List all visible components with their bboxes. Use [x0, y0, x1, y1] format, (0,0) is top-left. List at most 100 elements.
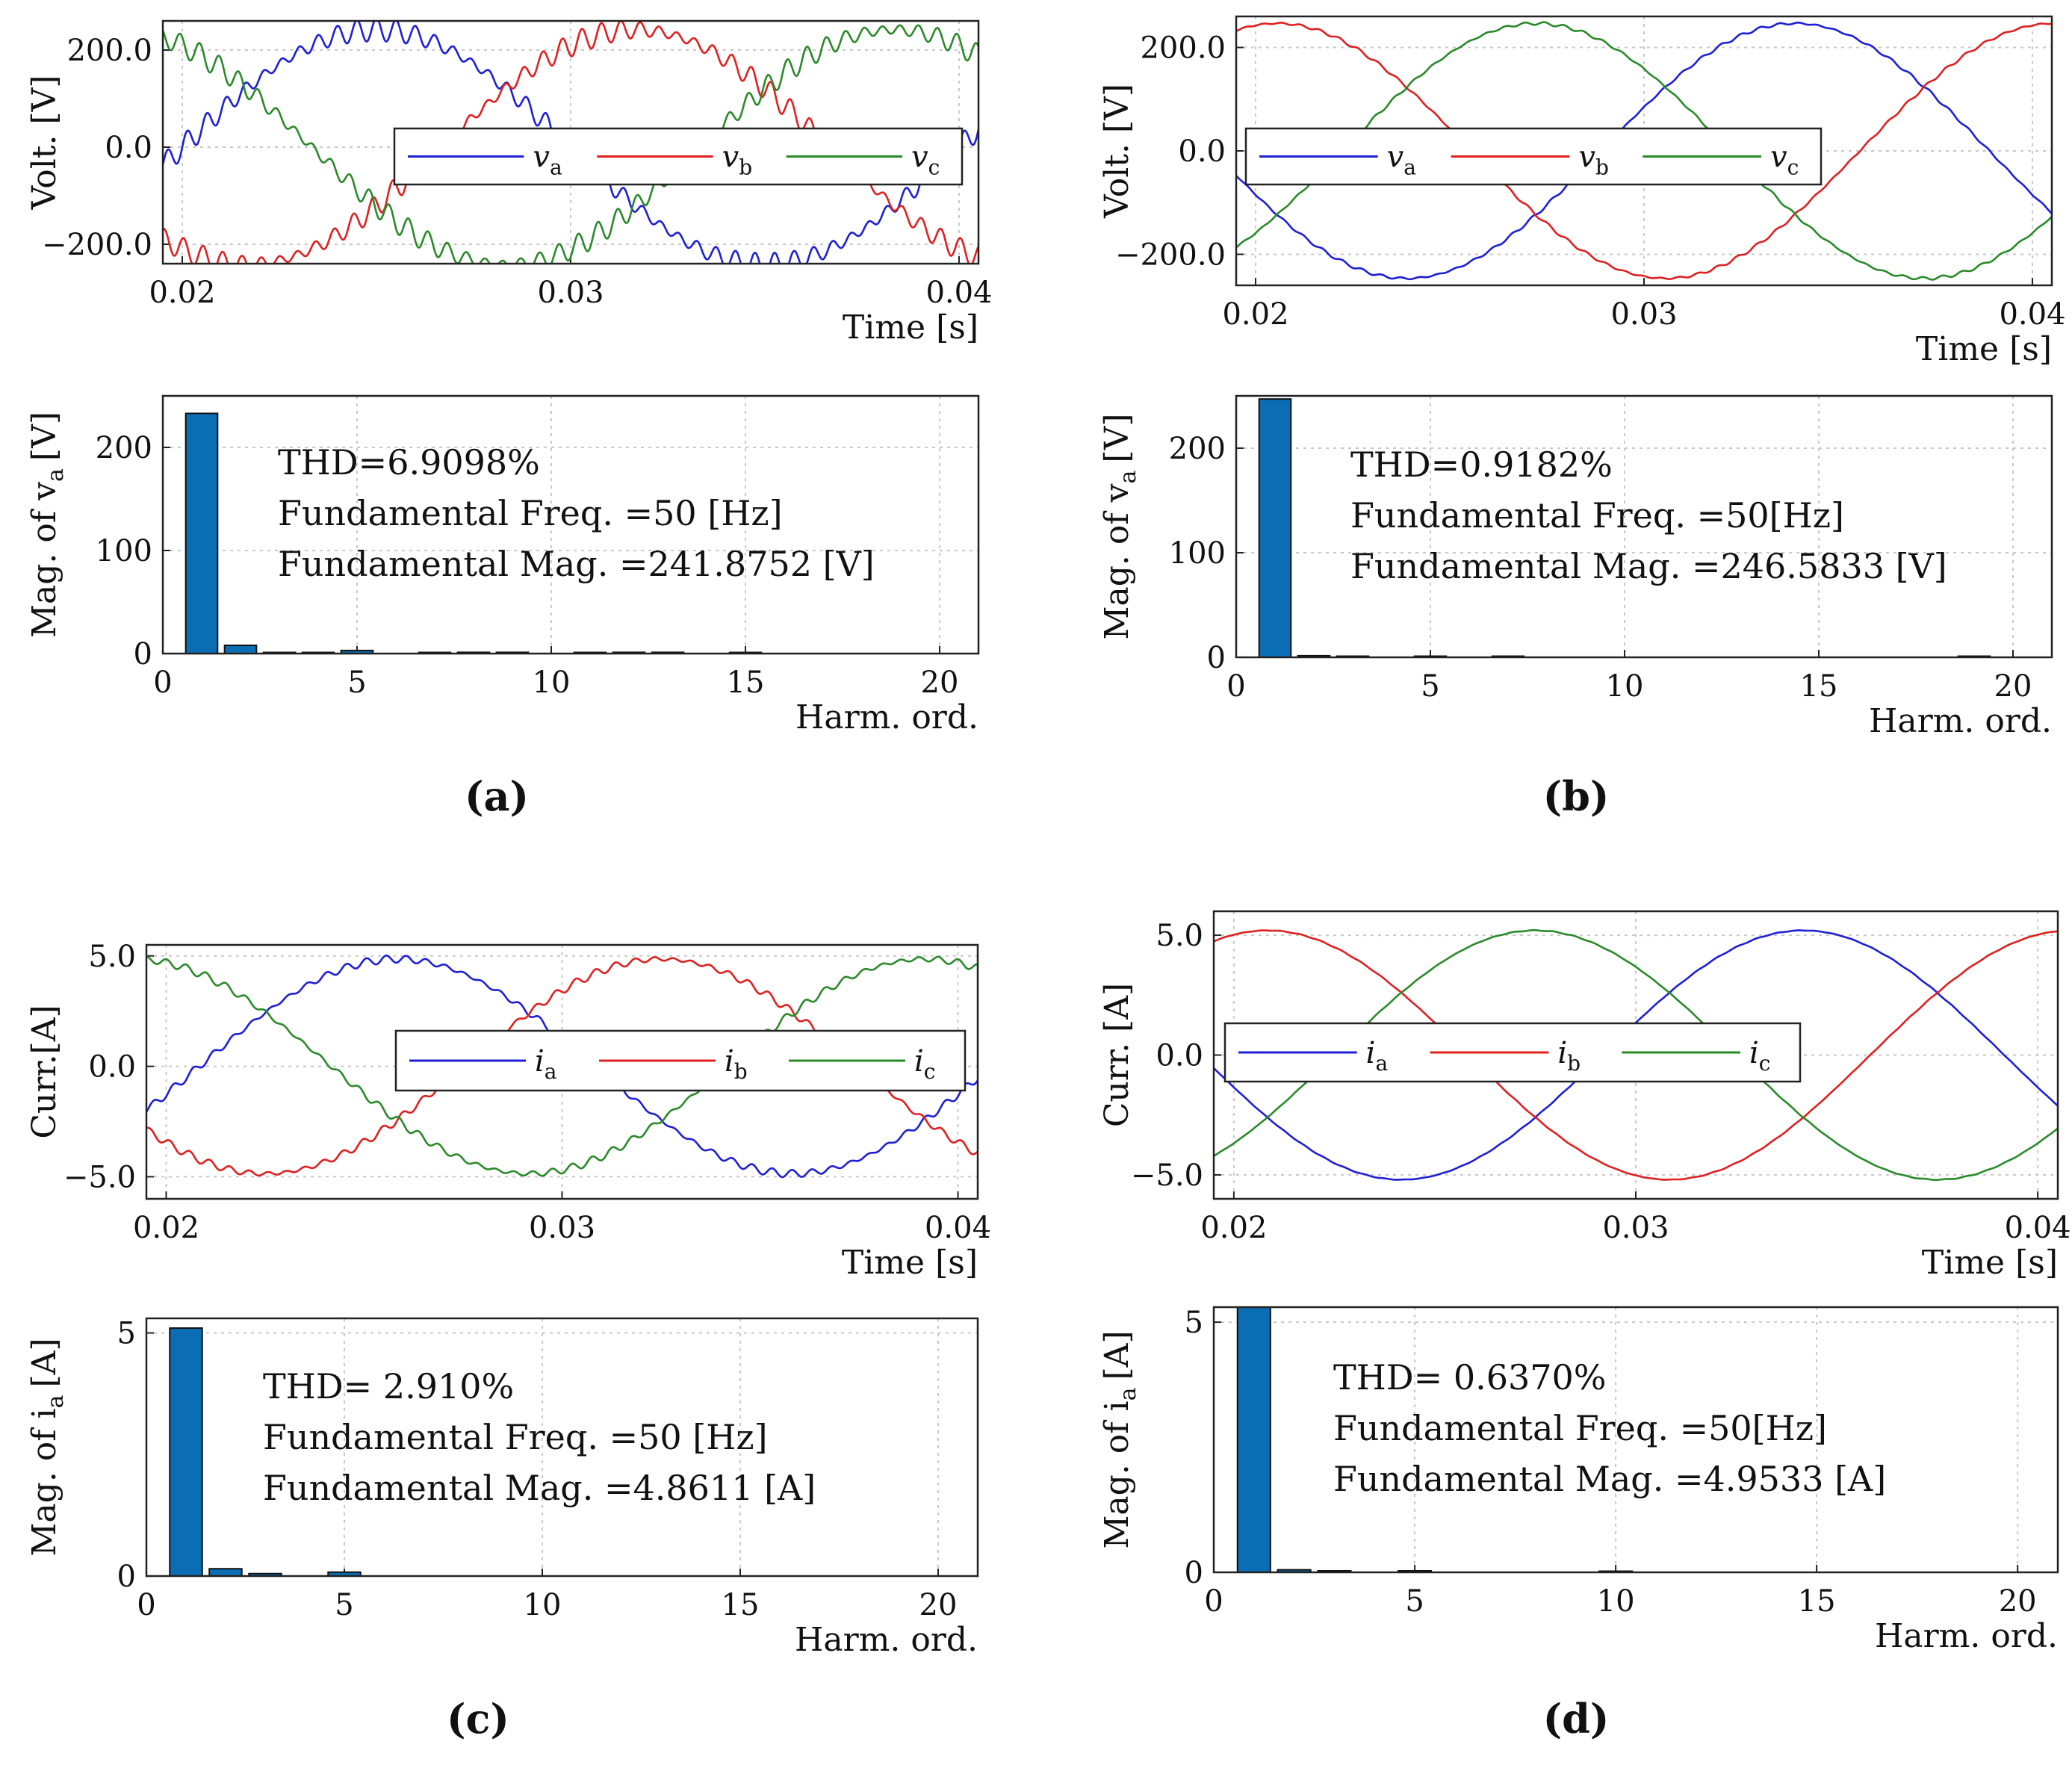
- x-tick-label: 0.03: [529, 1211, 595, 1245]
- panel-caption: (d): [1543, 1695, 1610, 1743]
- series-group: [1236, 21, 2052, 281]
- x-tick-label: 10: [1597, 1584, 1635, 1619]
- y-tick-label: 100: [96, 534, 152, 568]
- panel-caption: (a): [465, 772, 529, 820]
- legend: va vb vc: [1244, 127, 1823, 186]
- legend-label-main: i: [535, 1044, 545, 1079]
- x-tick-label: 0.03: [537, 276, 604, 310]
- legend-label-ic: ic: [1749, 1036, 1770, 1076]
- legend-label-sub: c: [1759, 1051, 1771, 1076]
- legend-label-main: v: [911, 140, 928, 175]
- y-tick-label: 200: [1169, 432, 1226, 466]
- x-tick-label: 10: [524, 1588, 562, 1622]
- legend-label-vc: vc: [1770, 140, 1799, 180]
- legend-label-sub: c: [1787, 155, 1799, 180]
- legend-label-main: i: [725, 1044, 734, 1079]
- y-axis-label-sub: a: [43, 1395, 69, 1408]
- legend-label-sub: c: [924, 1059, 936, 1084]
- x-tick-label: 0: [153, 666, 172, 700]
- legend-label-vb: vb: [1578, 140, 1609, 180]
- y-axis-label: Curr.[A]: [25, 1005, 63, 1138]
- legend: va vb vc: [393, 127, 964, 186]
- x-axis-label: Harm. ord.: [795, 698, 978, 736]
- x-tick-label: 20: [919, 1588, 958, 1622]
- x-axis-label: Harm. ord.: [1869, 702, 2052, 740]
- plot-frame: [1212, 1306, 2059, 1574]
- y-tick-label: 200.0: [66, 34, 152, 68]
- plot-frame: [145, 1317, 979, 1578]
- x-tick-label: 0.03: [1610, 297, 1677, 332]
- plot-frame: [161, 394, 980, 655]
- x-tick-label: 0.02: [1200, 1211, 1267, 1245]
- y-tick-label: 0: [1207, 641, 1226, 675]
- y-axis-label-text: Mag. of i: [1098, 1401, 1136, 1548]
- y-tick-label: 200: [96, 431, 152, 465]
- x-tick-label: 0: [1204, 1584, 1223, 1619]
- legend-label-sub: b: [1567, 1051, 1581, 1076]
- legend-label-sub: b: [739, 155, 752, 180]
- legend-label-vc: vc: [911, 140, 940, 180]
- y-axis-label-unit: [A]: [1098, 1330, 1136, 1380]
- legend-label-ic: ic: [914, 1044, 935, 1084]
- y-tick-label: −5.0: [63, 1160, 136, 1194]
- series-line-vc: [1236, 21, 2052, 281]
- x-tick-label: 0.04: [2005, 1211, 2071, 1245]
- legend-label-main: v: [1387, 140, 1404, 175]
- legend-label-vb: vb: [722, 140, 753, 180]
- legend-label-main: i: [1557, 1036, 1567, 1070]
- legend-label-ia: ia: [535, 1044, 557, 1084]
- y-tick-label: 0.0: [1178, 134, 1226, 169]
- y-tick-label: 0: [117, 1560, 136, 1594]
- x-tick-label: 5: [335, 1588, 353, 1622]
- y-axis-label-text: Mag. of v: [25, 482, 63, 638]
- bar-harmonic-2: [208, 1568, 243, 1577]
- y-tick-label: 0: [1185, 1556, 1203, 1590]
- annotation-line: Fundamental Freq. =50 [Hz]: [263, 1417, 768, 1457]
- legend-label-main: i: [1749, 1036, 1759, 1070]
- annotation-line: THD= 0.6370%: [1333, 1357, 1607, 1398]
- x-tick-label: 0: [137, 1588, 155, 1622]
- y-axis-label: Curr. [A]: [1098, 983, 1136, 1127]
- y-axis-label-unit: [V]: [25, 412, 63, 461]
- series-line-vb: [1236, 22, 2052, 280]
- y-tick-label: 0: [134, 637, 152, 672]
- legend-label-ib: ib: [1557, 1036, 1581, 1076]
- x-tick-label: 0: [1226, 669, 1245, 704]
- annotation-line: Fundamental Freq. =50 [Hz]: [278, 493, 783, 533]
- x-tick-label: 15: [1798, 1584, 1836, 1619]
- x-tick-label: 0.04: [925, 276, 992, 310]
- chart-a-time: 0.02 0.03 0.04 200.0 0.0 −200.0 Time [s] Volt. …: [25, 19, 993, 347]
- x-axis-label: Time [s]: [1916, 330, 2052, 368]
- annotation-line: Fundamental Mag. =241.8752 [V]: [278, 544, 875, 584]
- bar-harmonic-2: [223, 644, 258, 655]
- y-tick-label: 5.0: [88, 940, 136, 974]
- y-axis-label-sub: a: [1115, 1387, 1141, 1401]
- x-axis-label: Time [s]: [843, 308, 978, 347]
- plot-frame: [161, 19, 980, 265]
- x-tick-label: 0.02: [1222, 297, 1288, 332]
- y-axis-label: Volt. [V]: [1098, 84, 1136, 219]
- panel-caption: (b): [1543, 772, 1610, 820]
- annotation-line: THD=0.9182%: [1350, 444, 1613, 485]
- x-tick-label: 0.02: [149, 276, 215, 310]
- x-tick-label: 0.03: [1602, 1211, 1669, 1245]
- chart-c-fft: 0 5 10 15 20 0 5 Harm. ord. Mag. of ia [A] THD= 2.…: [25, 1317, 979, 1743]
- legend-label-main: v: [722, 140, 739, 175]
- y-axis-label: Mag. of ia [A]: [25, 1338, 69, 1556]
- y-axis-label: Volt. [V]: [25, 75, 63, 210]
- legend-label-main: i: [914, 1044, 924, 1079]
- plot-frame: [1235, 15, 2053, 287]
- annotation-line: THD= 2.910%: [263, 1366, 514, 1406]
- legend-label-ib: ib: [725, 1044, 748, 1084]
- legend-label-main: i: [1366, 1036, 1376, 1070]
- y-axis-label-text: Mag. of v: [1098, 483, 1136, 639]
- legend-label-sub: a: [545, 1059, 557, 1084]
- x-tick-label: 10: [1606, 669, 1644, 704]
- y-axis-label: Mag. of va [V]: [1098, 413, 1141, 639]
- y-axis-label-unit: [A]: [25, 1338, 63, 1387]
- legend: ia ib ic: [394, 1029, 967, 1092]
- y-axis-label: Mag. of va [V]: [25, 412, 69, 638]
- x-tick-label: 5: [1405, 1584, 1424, 1619]
